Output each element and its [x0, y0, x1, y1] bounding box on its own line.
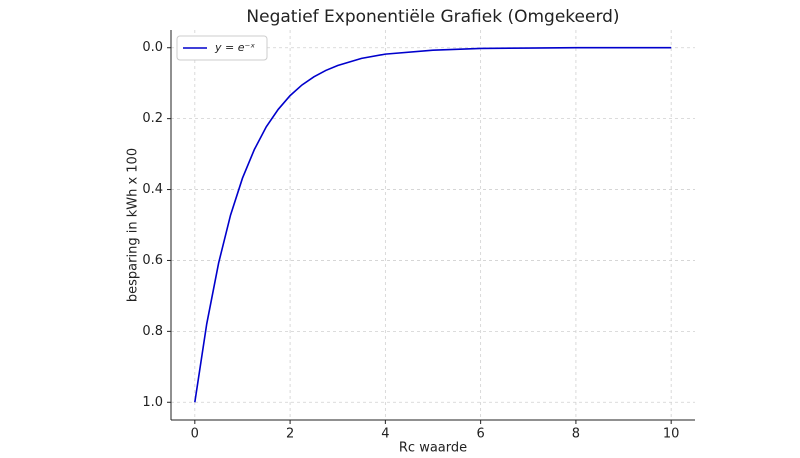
x-tick-label: 10 — [663, 427, 680, 442]
x-axis-label: Rc waarde — [399, 441, 467, 456]
x-tick-label: 8 — [572, 427, 580, 442]
y-tick-label: 1.0 — [142, 395, 163, 410]
y-tick-label: 0.4 — [142, 182, 163, 197]
legend-box — [176, 35, 268, 61]
legend-label: y = e⁻ˣ — [214, 41, 255, 54]
chart-title: Negatief Exponentiële Grafiek (Omgekeerd… — [246, 7, 619, 27]
line-series — [194, 46, 672, 403]
y-tick-label: 0.8 — [142, 324, 163, 339]
y-axis-label: besparing in kWh x 100 — [126, 148, 141, 302]
x-tick-label: 4 — [381, 427, 389, 442]
x-tick-label: 6 — [476, 427, 484, 442]
y-tick-label: 0.2 — [142, 111, 163, 126]
x-tick-label: 0 — [191, 427, 199, 442]
x-tick-label: 2 — [286, 427, 294, 442]
y-tick-label: 0.0 — [142, 40, 163, 55]
y-tick-label: 0.6 — [142, 253, 163, 268]
